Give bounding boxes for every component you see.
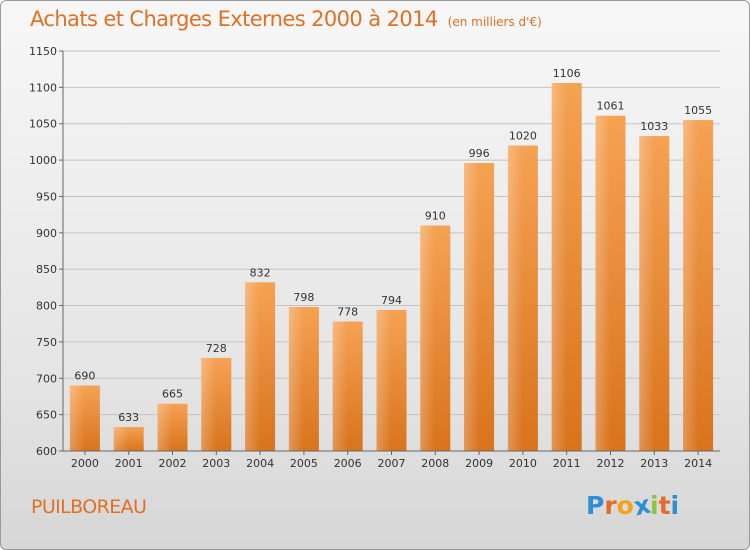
y-tick-label: 900: [36, 227, 57, 240]
x-tick-label-2007: 2007: [378, 457, 406, 470]
y-tick-label: 1050: [29, 118, 57, 131]
bar-highlight: [157, 403, 173, 451]
y-tick-label: 1100: [29, 81, 57, 94]
y-tick-label: 800: [36, 300, 57, 313]
y-tick-label: 600: [36, 445, 57, 458]
y-tick-label: 1150: [29, 45, 57, 58]
x-tick-label-2004: 2004: [246, 457, 274, 470]
y-tick-label: 750: [36, 336, 57, 349]
bar-highlight: [639, 136, 655, 451]
x-tick-label-2010: 2010: [509, 457, 537, 470]
value-label-2004: 832: [250, 266, 271, 279]
bar-highlight: [420, 225, 436, 451]
y-tick-label: 700: [36, 372, 57, 385]
logo-letter: i: [670, 491, 680, 520]
x-tick-label-2003: 2003: [202, 457, 230, 470]
value-label-2005: 798: [293, 291, 314, 304]
value-label-2002: 665: [162, 388, 183, 401]
value-label-2000: 690: [74, 370, 95, 383]
commune-name: PUILBOREAU: [31, 496, 147, 518]
bar-highlight: [288, 307, 304, 451]
axes: 600 650 700 750 800 850 900 950 1000 1050 1100 1150…: [29, 45, 720, 470]
bars: 690 633 665 728 832 798 778 794 910 996 1020 1106 10…: [69, 67, 714, 452]
logo-letter: t: [658, 491, 671, 520]
value-label-2001: 633: [118, 411, 139, 424]
x-tick-label-2014: 2014: [684, 457, 712, 470]
logo-letter: i: [650, 491, 659, 520]
value-label-2011: 1106: [553, 67, 581, 80]
x-tick-label-2006: 2006: [334, 457, 362, 470]
x-tick-label-2005: 2005: [290, 457, 318, 470]
chart-title-text: Achats et Charges Externes 2000 à 2014: [30, 7, 438, 31]
logo-letter: o: [616, 491, 634, 520]
x-tick-label-2001: 2001: [115, 457, 143, 470]
value-label-2009: 996: [469, 147, 490, 160]
bar-highlight: [683, 120, 699, 451]
bar-highlight: [595, 115, 611, 452]
bar-highlight: [69, 385, 85, 451]
y-tick-label: 650: [36, 409, 57, 422]
value-label-2008: 910: [425, 210, 446, 223]
value-label-2014: 1055: [684, 104, 712, 117]
value-label-2006: 778: [337, 306, 358, 319]
y-tick-label: 1000: [29, 154, 57, 167]
bar-highlight: [201, 357, 217, 451]
bar-highlight: [332, 321, 348, 451]
y-tick-label: 950: [36, 190, 57, 203]
x-tick-label-2000: 2000: [71, 457, 99, 470]
bar-highlight: [245, 282, 261, 451]
value-label-2012: 1061: [597, 100, 625, 113]
chart-subtitle: (en milliers d'€): [447, 15, 542, 29]
bar-highlight: [113, 427, 129, 451]
value-label-2007: 794: [381, 294, 402, 307]
logo-letter: P: [586, 491, 605, 520]
value-label-2010: 1020: [509, 130, 537, 143]
x-tick-label-2012: 2012: [597, 457, 625, 470]
y-tick-label: 850: [36, 263, 57, 276]
bar-highlight: [507, 145, 523, 451]
x-tick-label-2008: 2008: [421, 457, 449, 470]
x-tick-label-2011: 2011: [553, 457, 581, 470]
bar-highlight: [376, 309, 392, 451]
x-tick-label-2009: 2009: [465, 457, 493, 470]
bar-highlight: [464, 163, 480, 451]
logo-letter: r: [604, 491, 617, 520]
x-tick-label-2002: 2002: [159, 457, 187, 470]
proxiti-logo: Proxiti: [586, 490, 680, 522]
x-tick-label-2013: 2013: [640, 457, 668, 470]
value-label-2003: 728: [206, 342, 227, 355]
bar-highlight: [551, 83, 567, 451]
value-label-2013: 1033: [640, 120, 668, 133]
chart-title: Achats et Charges Externes 2000 à 2014 (e…: [30, 7, 542, 31]
